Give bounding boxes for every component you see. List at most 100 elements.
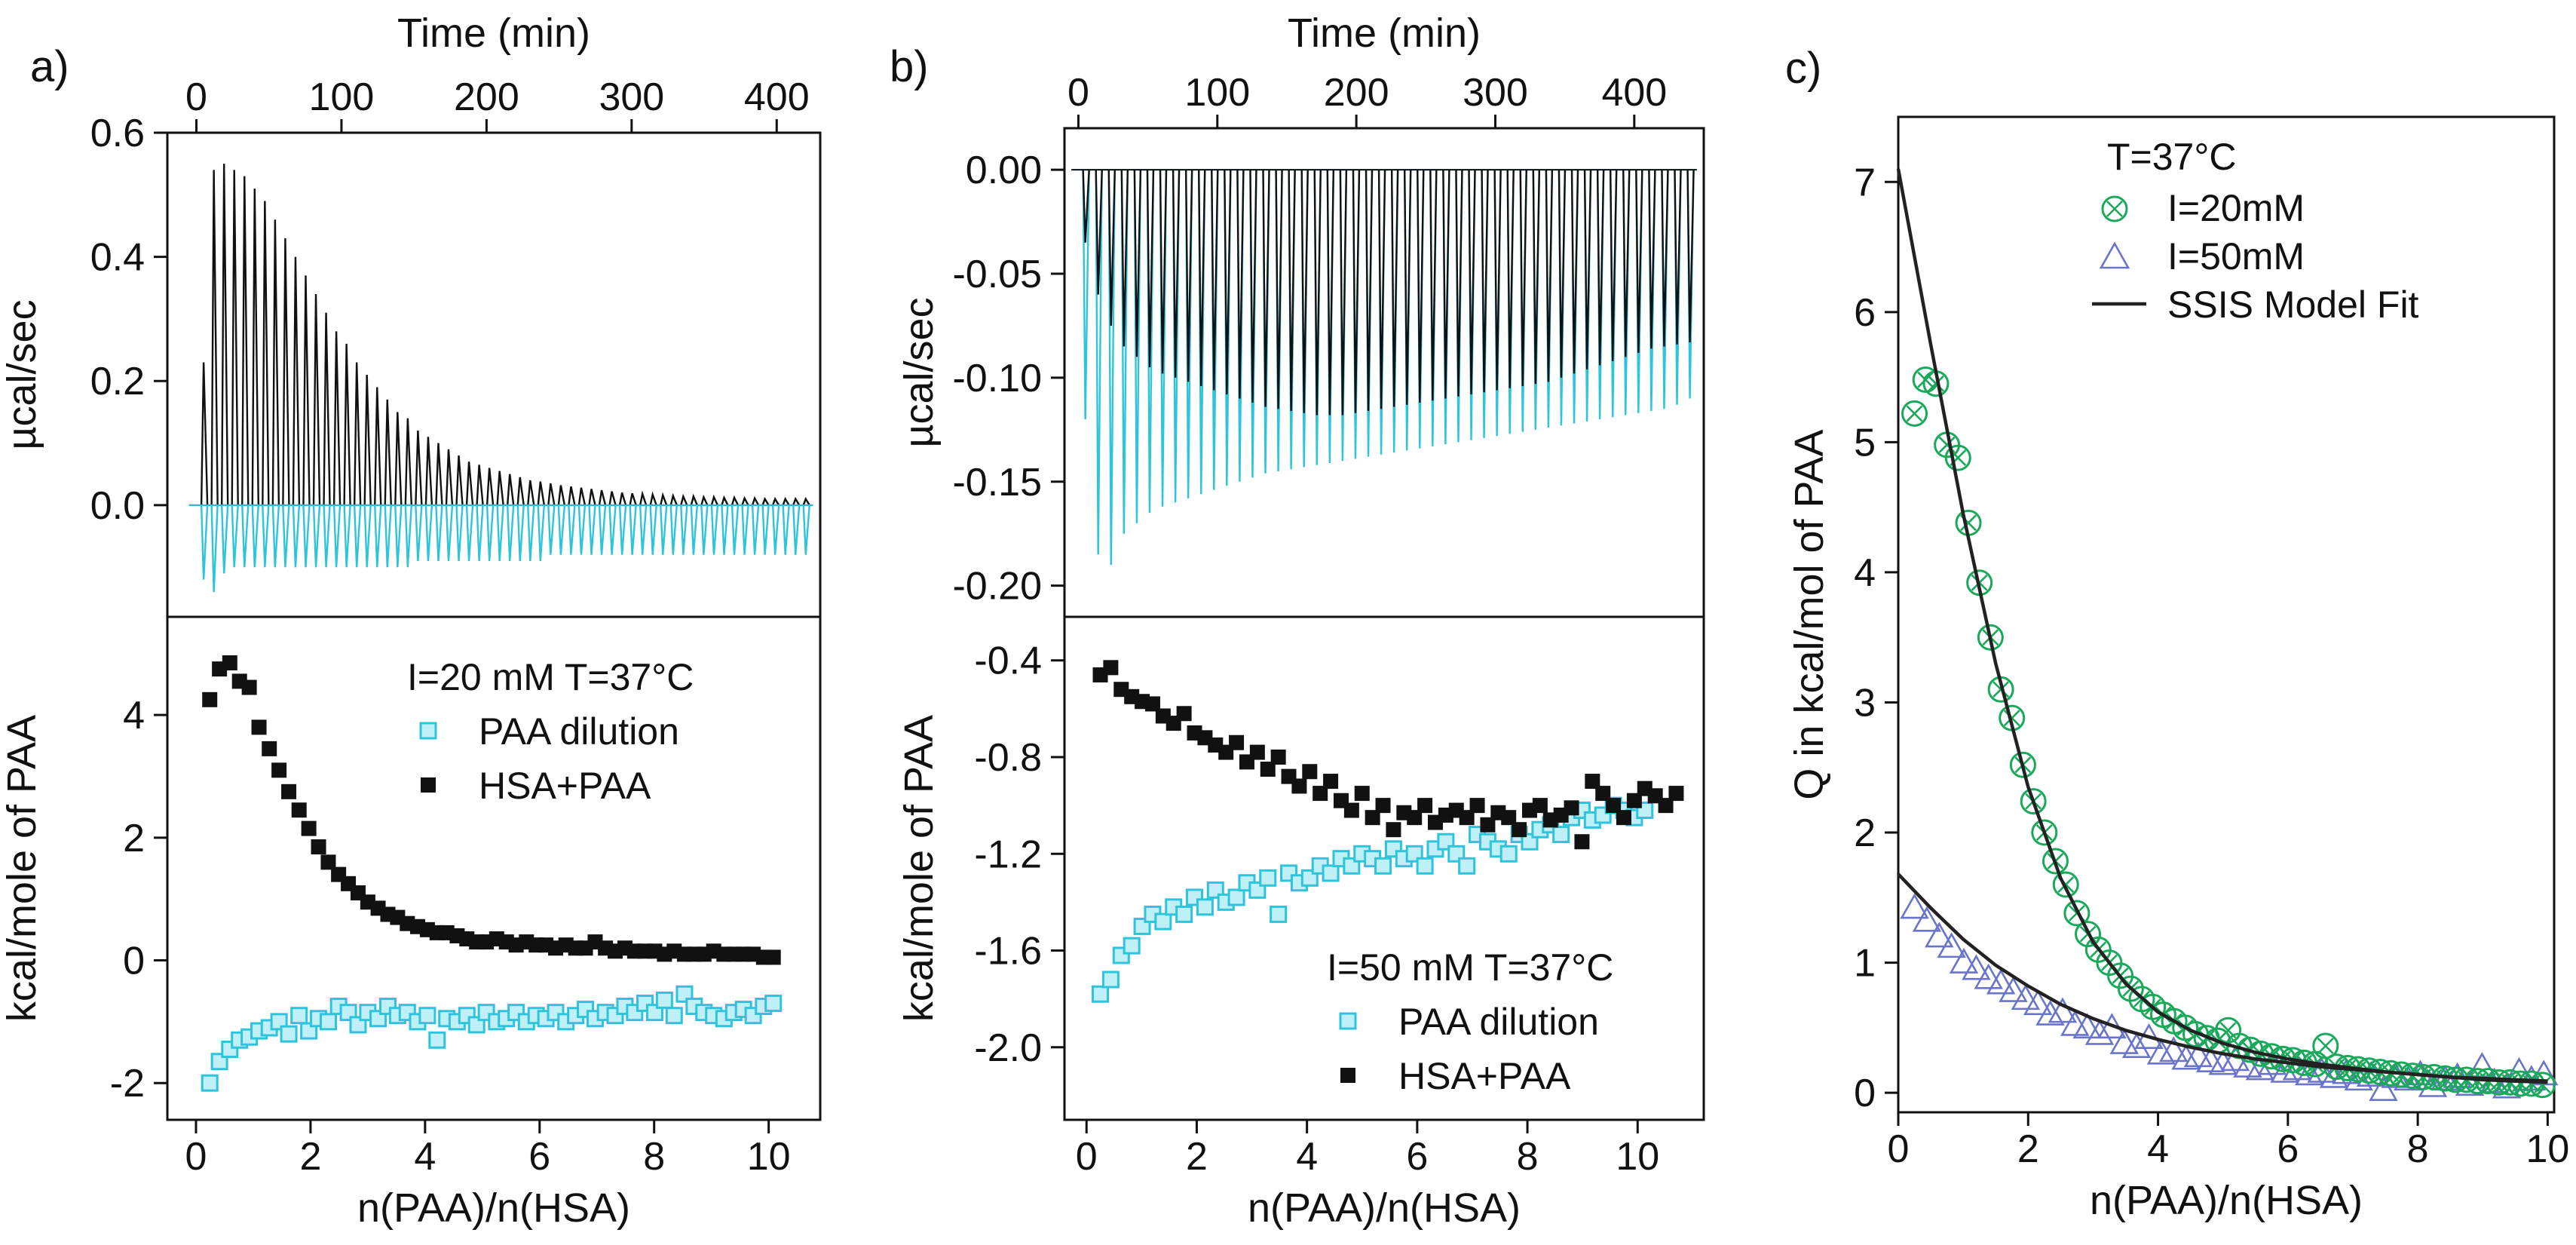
data-point <box>1302 764 1318 780</box>
data-point <box>2023 989 2053 1016</box>
injection-peak <box>1133 170 1142 357</box>
x-tick-label: 6 <box>2277 1127 2299 1171</box>
x-tick-label: 4 <box>2147 1127 2169 1171</box>
data-point <box>1574 834 1590 850</box>
data-point <box>2011 984 2041 1010</box>
injection-peak <box>445 449 454 505</box>
injection-peak <box>802 504 810 555</box>
injection-peak <box>639 504 648 555</box>
data-point <box>1291 778 1307 794</box>
y-axis-title: kcal/mole of PAA <box>896 715 942 1022</box>
injection-peak <box>1622 170 1631 357</box>
legend-title: I=20 mM T=37°C <box>407 656 694 698</box>
data-point <box>2312 1032 2339 1059</box>
injection-peak <box>537 481 545 506</box>
legend-marker <box>1339 1012 1357 1030</box>
data-point <box>202 691 218 707</box>
injection-peak <box>251 504 259 568</box>
time-tick-label: 100 <box>309 75 375 119</box>
data-point <box>291 802 307 818</box>
data-point <box>1374 857 1392 875</box>
injection-peak <box>771 504 780 555</box>
injection-peak <box>557 485 566 506</box>
y-tick-label: 7 <box>1854 161 1876 204</box>
panel-label: c) <box>1785 44 1821 93</box>
injection-peak <box>353 504 362 568</box>
data-point <box>1458 857 1476 875</box>
injection-peak <box>1249 170 1257 403</box>
injection-peak <box>496 471 504 505</box>
data-point <box>1313 786 1328 802</box>
data-point <box>2009 751 2036 778</box>
y-tick-label: -0.20 <box>952 565 1042 609</box>
injection-peak <box>485 504 495 562</box>
data-point <box>1501 810 1517 826</box>
injection-peak <box>761 504 770 555</box>
data-point <box>301 820 317 836</box>
y-tick-label: -2 <box>110 1062 145 1105</box>
injection-peak <box>761 496 770 506</box>
legend-label: PAA dilution <box>479 710 679 753</box>
injection-peak <box>598 489 607 506</box>
data-point <box>418 1007 436 1025</box>
legend-marker <box>419 722 437 740</box>
data-point <box>2171 1044 2201 1070</box>
injection-peak <box>1339 170 1348 416</box>
injection-peak <box>476 504 484 562</box>
injection-peak <box>1262 170 1270 407</box>
legend-marker <box>1340 1068 1355 1083</box>
data-point <box>1626 793 1642 808</box>
injection-peak <box>629 492 637 506</box>
data-point <box>1354 786 1370 802</box>
y-tick-label: -0.8 <box>974 736 1042 780</box>
legend-label: I=20mM <box>2167 187 2305 229</box>
injection-peak <box>374 504 382 568</box>
injection-peak <box>1570 170 1579 374</box>
x-axis-title: n(PAA)/n(HSA) <box>357 1185 630 1231</box>
data-point <box>1532 798 1548 814</box>
injection-peak <box>1661 170 1669 347</box>
data-point <box>320 854 336 870</box>
injection-peak <box>537 504 546 562</box>
time-tick-label: 300 <box>1463 71 1528 115</box>
injection-peak <box>527 480 535 506</box>
injection-peak <box>710 504 719 555</box>
data-point <box>1977 624 2004 651</box>
injection-peak <box>680 493 688 506</box>
data-point <box>1499 845 1518 863</box>
data-point <box>222 655 237 671</box>
data-point <box>1900 893 1929 919</box>
injection-peak <box>618 504 627 555</box>
data-point <box>2369 1075 2398 1101</box>
y-tick-label: -1.2 <box>974 833 1042 876</box>
legend-label: I=50mM <box>2167 235 2305 278</box>
data-point <box>201 1074 219 1092</box>
injection-peak <box>690 493 698 506</box>
time-tick-label: 400 <box>744 75 810 119</box>
injection-peak <box>445 504 454 562</box>
injection-peak <box>802 496 810 506</box>
data-point <box>262 741 277 756</box>
data-point <box>1249 744 1265 760</box>
data-point <box>2332 1058 2361 1084</box>
x-tick-label: 2 <box>1186 1135 1208 1179</box>
injection-peak <box>507 474 515 505</box>
y-tick-label: 0.0 <box>90 484 145 528</box>
injection-peak <box>455 455 464 505</box>
x-axis-title: n(PAA)/n(HSA) <box>2090 1178 2363 1223</box>
data-point <box>2063 900 2091 927</box>
data-point <box>1912 906 1942 932</box>
injection-peak <box>1583 170 1592 370</box>
injection-peak <box>262 201 270 505</box>
injection-peak <box>568 504 576 555</box>
y-tick-label: 3 <box>1854 681 1876 725</box>
y-tick-label: -0.10 <box>952 357 1042 400</box>
injection-peak <box>353 362 362 505</box>
data-point <box>1386 822 1401 838</box>
data-point <box>281 783 297 799</box>
injection-peak <box>731 495 740 506</box>
data-point <box>1986 968 2016 995</box>
injection-peak <box>1532 170 1541 385</box>
injection-peak <box>231 170 239 505</box>
injection-peak <box>1635 170 1643 353</box>
